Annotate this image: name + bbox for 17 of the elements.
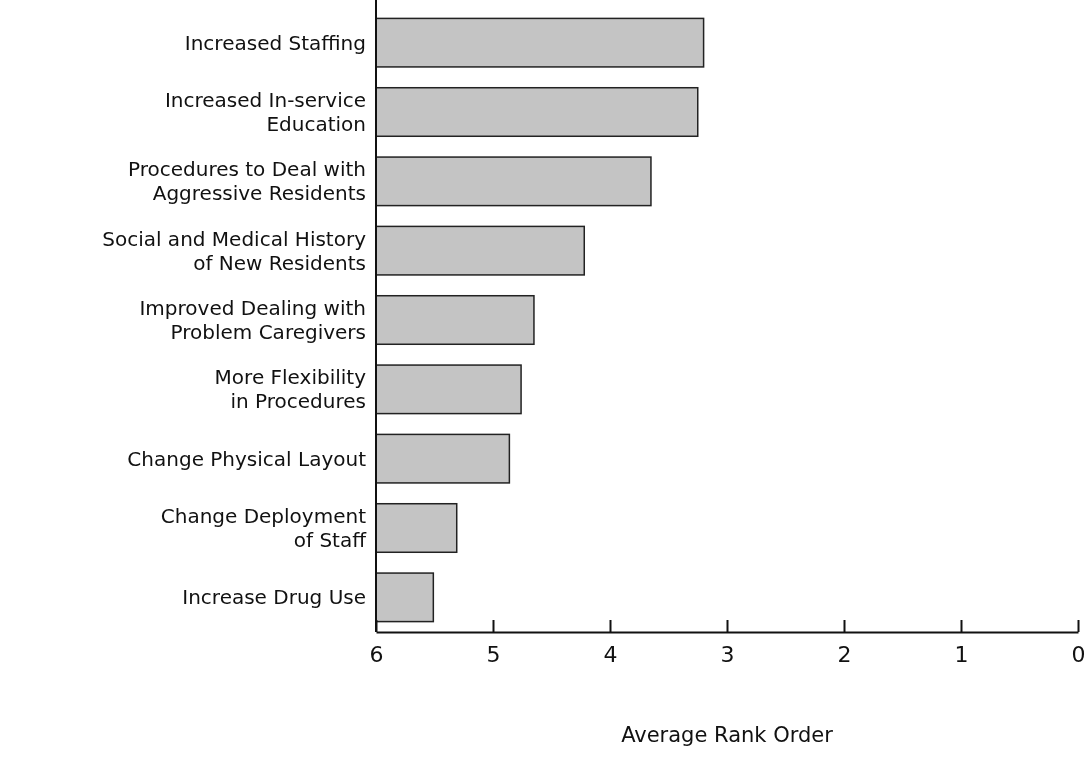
x-tick-label: 4 xyxy=(603,641,618,667)
x-tick-label: 3 xyxy=(720,641,735,667)
y-tick-label: More Flexibility in Procedures xyxy=(214,365,367,414)
y-tick-label: Increased Staffing xyxy=(184,30,366,55)
y-tick-label: Increased In-service Education xyxy=(164,88,366,136)
y-tick-label: Change Physical Layout xyxy=(127,446,367,471)
y-tick-label: Change Deployment of Staff xyxy=(160,504,368,552)
x-axis-title: Average Rank Order xyxy=(621,723,834,747)
y-tick-label: Improved Dealing with Problem Caregivers xyxy=(139,296,366,344)
x-tick-label: 2 xyxy=(837,641,852,667)
x-tick-label: 5 xyxy=(486,641,501,667)
y-tick-label: Procedures to Deal with Aggressive Residents xyxy=(127,157,366,206)
x-tick-label: 1 xyxy=(954,641,969,667)
y-tick-label: Increase Drug Use xyxy=(182,585,366,610)
x-tick-label: 0 xyxy=(1071,641,1086,667)
y-tick-label: Social and Medical History of New Residents xyxy=(102,226,367,275)
x-tick-label: 6 xyxy=(369,641,384,667)
